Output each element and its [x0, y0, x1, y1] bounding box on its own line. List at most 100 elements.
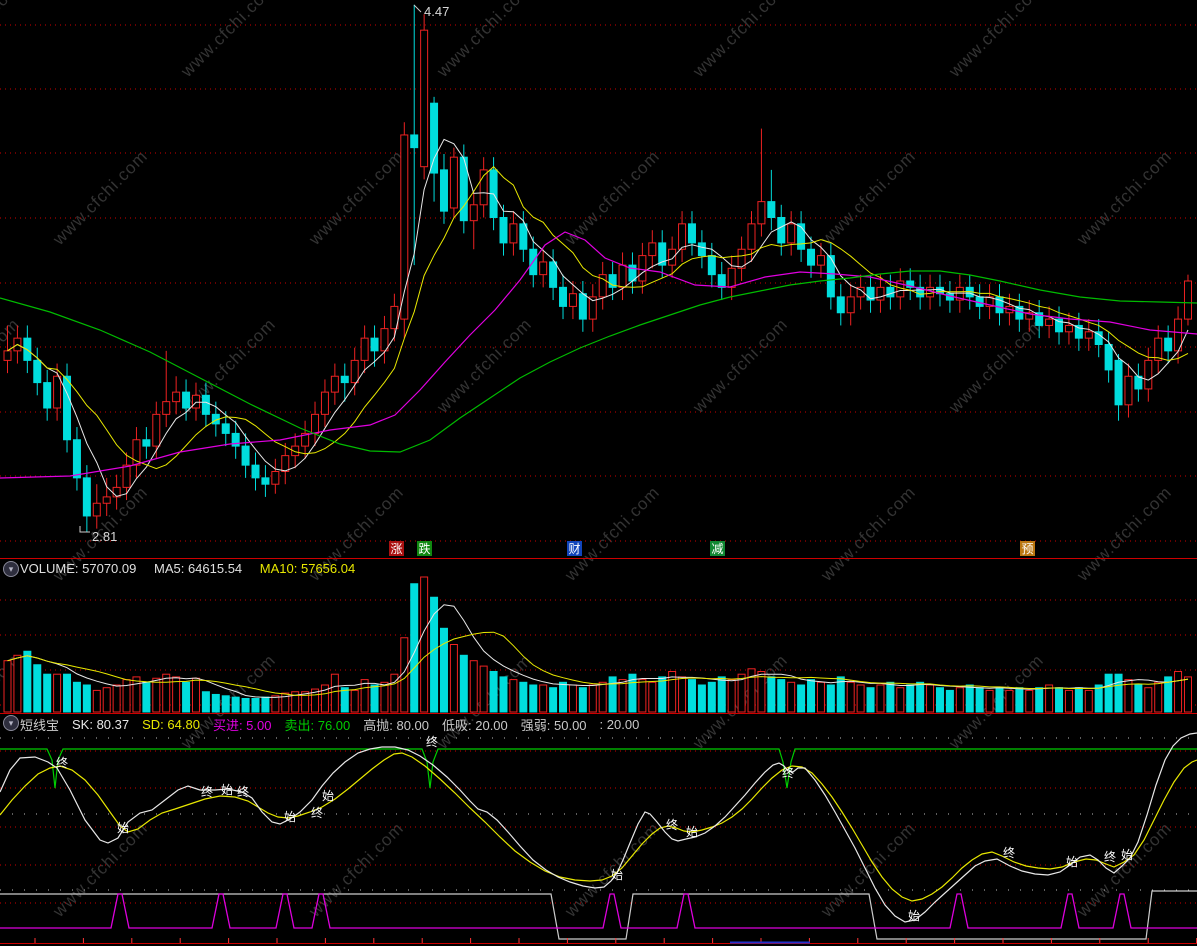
- candle-body: [549, 261, 558, 288]
- candle-body: [439, 169, 448, 212]
- volume-bar: [648, 681, 657, 713]
- volume-bar: [162, 673, 171, 713]
- volume-bar: [459, 654, 468, 713]
- event-flag-预[interactable]: 预: [1020, 541, 1035, 556]
- volume-bar: [1164, 676, 1173, 713]
- volume-bar: [1144, 687, 1153, 713]
- volume-bar: [320, 684, 329, 713]
- indicator-header: 短线宝 SK: 80.37 SD: 64.80 买进: 5.00 卖出: 76.00 高…: [20, 715, 639, 734]
- event-flag-减[interactable]: 减: [710, 541, 725, 556]
- volume-bar: [211, 693, 220, 713]
- volume-bar: [628, 673, 637, 713]
- volume-bar: [340, 687, 349, 713]
- candle-body: [132, 439, 141, 466]
- volume-bar: [618, 679, 627, 713]
- volume-bar: [836, 676, 845, 713]
- volume-bar: [787, 681, 796, 713]
- candle-body: [777, 217, 786, 244]
- volume-bar: [241, 698, 250, 713]
- volume-bar: [92, 689, 101, 713]
- candle-body: [737, 248, 746, 269]
- collapse-indicator-icon[interactable]: ▾: [3, 715, 19, 731]
- candle-body: [380, 328, 389, 352]
- candle-body: [142, 439, 151, 447]
- volume-bar: [519, 681, 528, 713]
- volume-bar: [985, 689, 994, 713]
- candle-body: [608, 274, 617, 288]
- volume-bar: [191, 677, 200, 713]
- candle-body: [201, 394, 210, 415]
- candle-body: [162, 401, 171, 415]
- volume-bar: [717, 676, 726, 713]
- candle-body: [678, 223, 687, 250]
- candle-body: [578, 293, 587, 320]
- event-flag-涨[interactable]: 涨: [389, 541, 404, 556]
- volume-bar: [767, 676, 776, 713]
- candle-body: [519, 223, 528, 250]
- candle-body: [271, 471, 280, 485]
- candle-body: [747, 223, 756, 250]
- candle-body: [1104, 344, 1113, 371]
- candle-body: [261, 477, 270, 485]
- volume-bar: [916, 681, 925, 713]
- candle-body: [311, 413, 320, 434]
- volume-bar: [1045, 684, 1054, 713]
- volume-bar: [1015, 687, 1024, 713]
- candle-body: [826, 255, 835, 298]
- candle-body: [370, 337, 379, 352]
- candle-body: [53, 375, 62, 409]
- ma-line-ma20: [0, 231, 1197, 479]
- volume-bar: [886, 681, 895, 713]
- candle-body: [767, 201, 776, 218]
- turn-marker-label: 始: [908, 909, 920, 923]
- turn-marker-label: 始: [284, 810, 296, 824]
- volume-bar: [261, 696, 270, 713]
- candle-body: [1025, 312, 1034, 320]
- candle-body: [1114, 359, 1123, 406]
- candle-body: [856, 286, 865, 298]
- volume-header: VOLUME: 57070.09 MA5: 64615.54 MA10: 576…: [20, 561, 369, 576]
- candle-body: [1074, 324, 1083, 339]
- collapse-volume-icon[interactable]: ▾: [3, 561, 19, 577]
- volume-bar: [707, 681, 716, 713]
- candle-body: [350, 359, 359, 384]
- volume-bar: [221, 695, 230, 713]
- volume-bar: [420, 576, 429, 713]
- volume-bar: [1174, 671, 1183, 713]
- volume-bar: [846, 681, 855, 713]
- volume-bar: [1154, 681, 1163, 713]
- volume-bar: [509, 679, 518, 713]
- candle-body: [1164, 337, 1173, 352]
- volume-bar: [330, 673, 339, 713]
- volume-bar: [578, 687, 587, 713]
- volume-bar: [529, 684, 538, 713]
- turn-marker-label: 始: [322, 789, 334, 803]
- candle-body: [63, 375, 72, 441]
- volume-bar: [231, 696, 240, 713]
- volume-bar: [747, 668, 756, 713]
- event-flag-跌[interactable]: 跌: [417, 541, 432, 556]
- indicator-param-0: SK: 80.37: [72, 717, 130, 732]
- candle-body: [191, 394, 200, 409]
- candle-body: [3, 350, 12, 361]
- volume-bar: [1064, 689, 1073, 713]
- candle-body: [340, 375, 349, 384]
- turn-marker-label: 终: [201, 784, 213, 799]
- signal-step-line: [0, 890, 1197, 940]
- turn-marker-label: 始: [221, 783, 233, 797]
- candle-body: [430, 102, 439, 174]
- volume-bar: [112, 684, 121, 713]
- candle-body: [757, 201, 766, 225]
- event-flag-财[interactable]: 财: [567, 541, 582, 556]
- candle-body: [717, 274, 726, 288]
- candle-body: [400, 134, 409, 320]
- volume-bar: [360, 679, 369, 713]
- volume-bar: [638, 679, 647, 713]
- volume-bar: [1094, 684, 1103, 713]
- volume-bar: [588, 684, 597, 713]
- volume-bar: [142, 681, 151, 713]
- volume-bar: [807, 679, 816, 713]
- candle-body: [469, 204, 478, 222]
- candle-body: [122, 464, 131, 488]
- indicator-line-sell-signal: [0, 748, 1197, 789]
